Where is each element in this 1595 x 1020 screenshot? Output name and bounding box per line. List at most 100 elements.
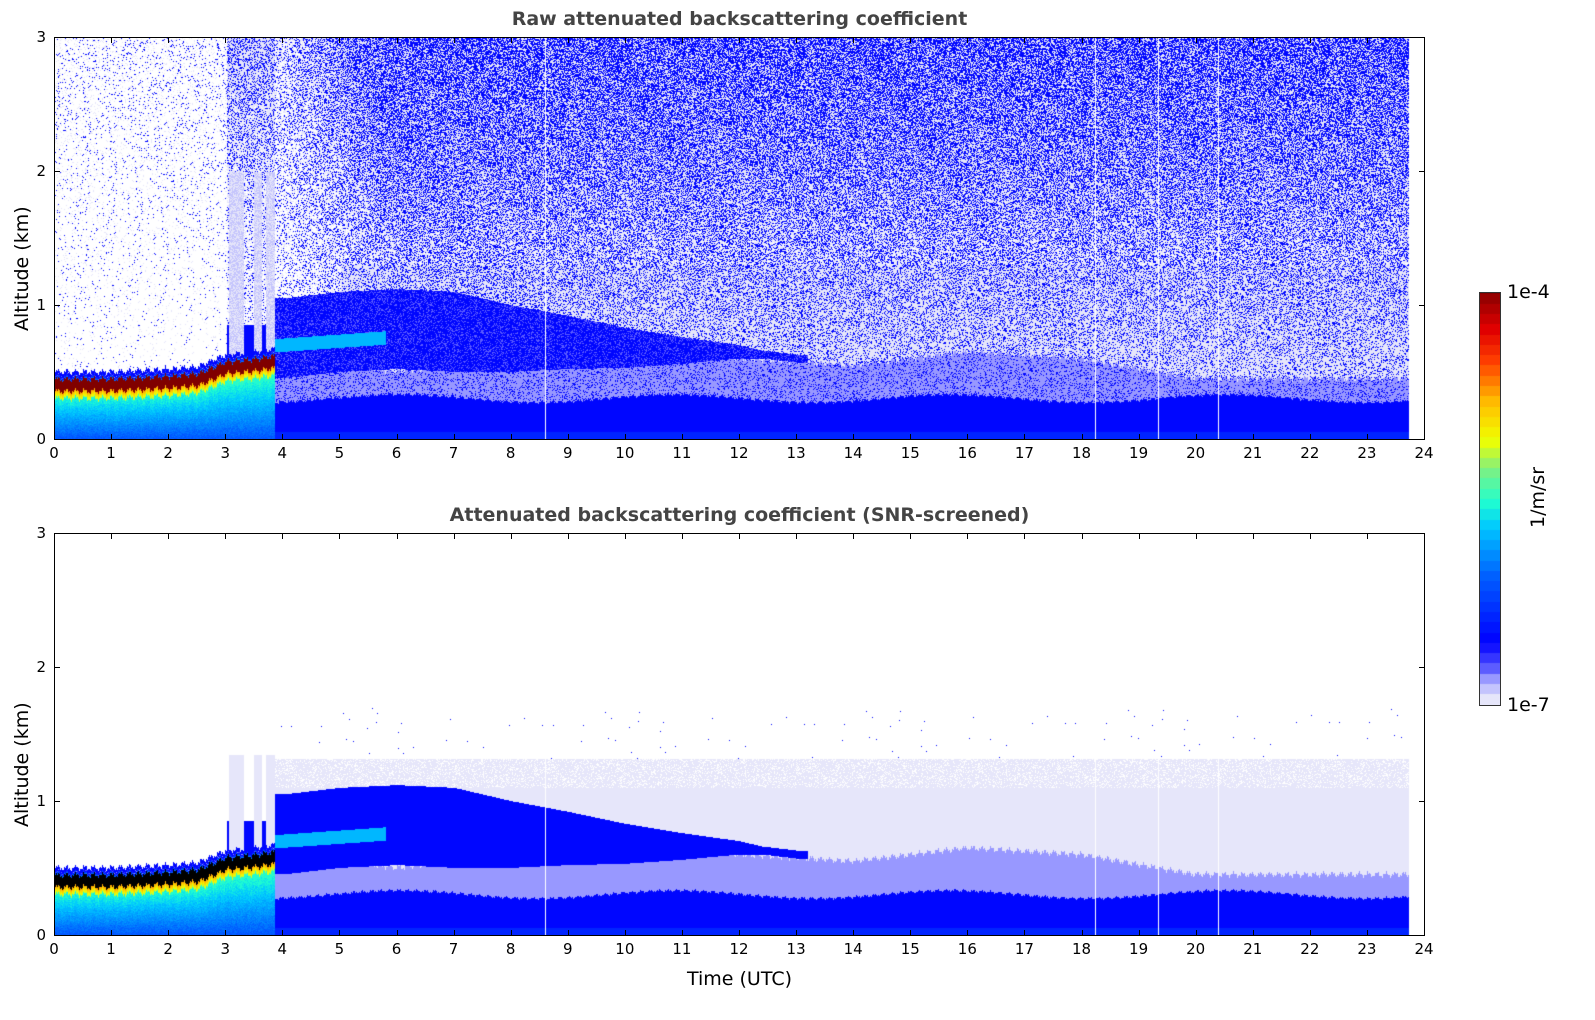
x-tick-top: [396, 533, 398, 539]
x-tick-top: [1309, 533, 1311, 539]
x-tick-label: 21: [1243, 940, 1263, 958]
x-tick: [510, 930, 512, 936]
x-tick: [1309, 930, 1311, 936]
x-tick-label: 15: [900, 444, 920, 462]
y-tick: [54, 667, 60, 668]
x-tick-top: [1024, 533, 1026, 539]
x-tick-top: [168, 533, 170, 539]
x-tick-label: 14: [843, 940, 863, 958]
y-tick: [54, 439, 60, 440]
y-tick-label: 0: [36, 926, 46, 944]
y-tick-label: 2: [36, 658, 46, 676]
x-tick: [453, 434, 455, 440]
x-tick-label: 24: [1414, 940, 1434, 958]
x-tick: [339, 434, 341, 440]
x-tick-label: 13: [786, 444, 806, 462]
x-tick-label: 3: [220, 940, 231, 958]
x-tick-top: [681, 37, 683, 43]
x-tick-top: [225, 37, 227, 43]
x-tick-top: [1252, 533, 1254, 539]
x-tick: [510, 434, 512, 440]
x-tick: [567, 930, 569, 936]
y-tick-label: 3: [36, 524, 46, 542]
x-tick-label: 3: [220, 444, 231, 462]
x-tick-label: 7: [448, 444, 459, 462]
y-tick: [54, 305, 60, 306]
x-tick-top: [910, 37, 912, 43]
x-tick-label: 16: [957, 444, 977, 462]
x-tick-label: 11: [672, 444, 692, 462]
x-tick-label: 20: [1186, 444, 1206, 462]
x-tick-top: [1024, 37, 1026, 43]
x-tick: [910, 434, 912, 440]
y-tick-label: 0: [36, 430, 46, 448]
y-tick-label: 3: [36, 28, 46, 46]
raw-backscatter-heatmap: [54, 37, 1425, 440]
colorbar-min-label: 1e-7: [1507, 694, 1550, 716]
x-tick-label: 2: [163, 940, 173, 958]
x-tick-label: 2: [163, 444, 173, 462]
x-tick-top: [510, 533, 512, 539]
x-tick-top: [624, 533, 626, 539]
x-tick-top: [681, 533, 683, 539]
x-tick-label: 23: [1357, 940, 1377, 958]
screened-heatmap-canvas: [55, 534, 1424, 935]
screened-backscatter-heatmap: [54, 533, 1425, 936]
x-tick-label: 20: [1186, 940, 1206, 958]
x-tick-top: [1366, 37, 1368, 43]
x-tick-top: [225, 533, 227, 539]
y-tick: [54, 37, 60, 38]
y-tick-label: 1: [36, 792, 46, 810]
x-tick-top: [111, 37, 113, 43]
x-tick-label: 8: [505, 940, 516, 958]
x-tick: [1081, 434, 1083, 440]
x-tick: [796, 930, 798, 936]
x-tick-top: [111, 533, 113, 539]
x-tick: [739, 434, 740, 440]
x-tick: [282, 434, 284, 440]
x-tick: [567, 434, 569, 440]
x-tick-label: 13: [786, 940, 806, 958]
x-tick: [1366, 930, 1368, 936]
y-tick-right: [1419, 305, 1425, 306]
x-tick: [853, 930, 855, 936]
x-tick-label: 5: [334, 940, 345, 958]
raw-heatmap-canvas: [55, 38, 1424, 439]
x-tick-label: 23: [1357, 444, 1377, 462]
x-tick-top: [396, 37, 398, 43]
x-tick: [1024, 434, 1026, 440]
x-tick: [739, 930, 740, 936]
x-tick: [225, 434, 227, 440]
x-tick: [225, 930, 227, 936]
y-tick: [54, 171, 60, 172]
x-tick-label: 10: [615, 444, 635, 462]
x-tick-label: 0: [49, 940, 59, 958]
x-tick-label: 15: [900, 940, 920, 958]
y-tick-right: [1419, 439, 1425, 440]
x-tick-top: [54, 37, 55, 43]
x-tick-label: 6: [391, 444, 402, 462]
x-tick: [1309, 434, 1311, 440]
x-tick-label: 17: [1014, 940, 1034, 958]
x-tick-top: [567, 533, 569, 539]
x-tick-label: 21: [1243, 444, 1263, 462]
x-tick: [54, 434, 55, 440]
x-tick-top: [282, 533, 284, 539]
y-tick-right: [1419, 667, 1425, 668]
x-tick: [339, 930, 341, 936]
x-tick-top: [739, 533, 740, 539]
x-tick: [1024, 930, 1026, 936]
x-tick: [853, 434, 855, 440]
x-tick: [1252, 930, 1254, 936]
x-tick-label: 9: [562, 940, 573, 958]
x-tick: [282, 930, 284, 936]
x-tick-top: [1309, 37, 1311, 43]
x-tick: [681, 434, 683, 440]
x-tick-top: [282, 37, 284, 43]
x-tick-top: [453, 37, 455, 43]
x-tick-top: [624, 37, 626, 43]
x-tick-label: 17: [1014, 444, 1034, 462]
x-tick-top: [796, 37, 798, 43]
x-tick-top: [1252, 37, 1254, 43]
x-tick-label: 19: [1129, 940, 1149, 958]
